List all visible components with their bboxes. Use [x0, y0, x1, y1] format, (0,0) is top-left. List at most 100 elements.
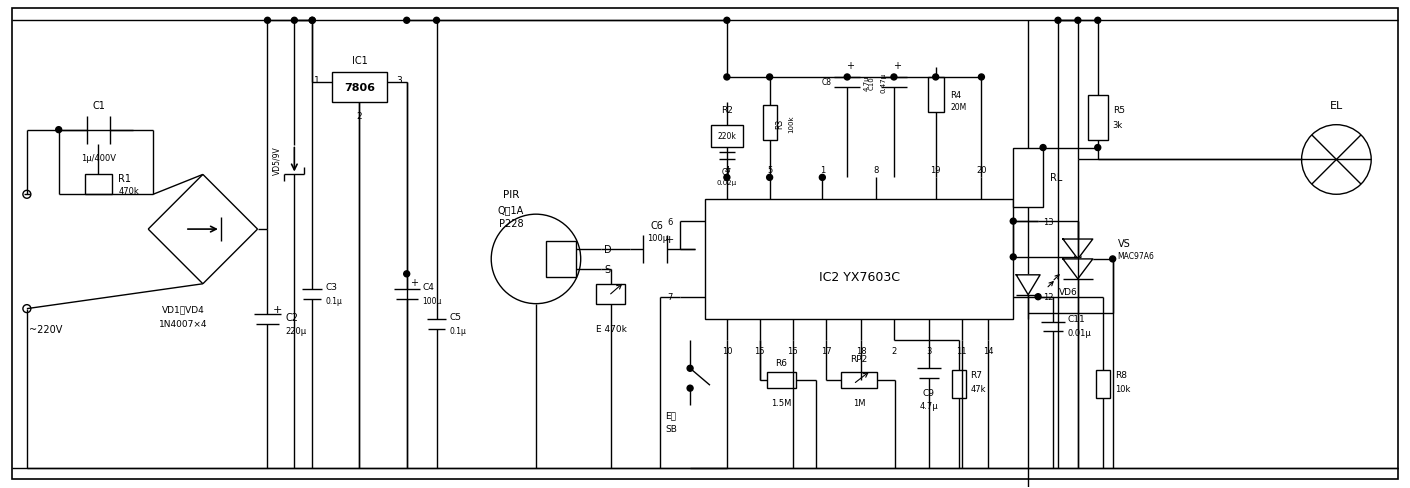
Bar	[763, 105, 777, 141]
Text: 4.7μ: 4.7μ	[919, 401, 938, 410]
Text: 20M: 20M	[950, 103, 967, 112]
Circle shape	[891, 75, 897, 81]
Text: VD6: VD6	[1059, 287, 1077, 297]
Text: 0.02μ: 0.02μ	[716, 180, 737, 186]
Circle shape	[723, 175, 730, 181]
Circle shape	[403, 271, 410, 277]
Text: 3: 3	[396, 76, 402, 85]
Bar	[928, 78, 943, 113]
Circle shape	[292, 18, 298, 24]
Text: 20: 20	[976, 165, 987, 175]
Text: 4.7μ: 4.7μ	[864, 75, 870, 91]
Text: E－: E－	[666, 411, 677, 420]
Circle shape	[1041, 145, 1046, 151]
Text: 1: 1	[314, 76, 320, 85]
Text: 14: 14	[983, 346, 994, 355]
Text: +: +	[664, 235, 674, 244]
Text: R7: R7	[970, 370, 983, 379]
Circle shape	[687, 386, 694, 391]
Circle shape	[767, 75, 773, 81]
Text: 3: 3	[926, 346, 932, 355]
Text: R6: R6	[776, 358, 788, 367]
Circle shape	[1074, 18, 1081, 24]
Text: 10k: 10k	[1115, 384, 1129, 393]
Text: 100k: 100k	[788, 115, 794, 132]
Bar	[1087, 96, 1108, 141]
Text: C6: C6	[651, 221, 664, 231]
Circle shape	[979, 75, 984, 81]
Text: C7: C7	[722, 167, 732, 177]
Bar	[842, 372, 877, 388]
Bar	[767, 372, 797, 388]
Text: E 470k: E 470k	[595, 325, 626, 333]
Text: R2: R2	[721, 106, 733, 115]
Text: +: +	[272, 304, 282, 314]
Circle shape	[767, 175, 773, 181]
Text: 11: 11	[956, 346, 967, 355]
Circle shape	[819, 175, 825, 181]
Bar	[1014, 148, 1043, 208]
Text: 1N4007×4: 1N4007×4	[159, 319, 207, 328]
Text: EL: EL	[1330, 101, 1342, 111]
Text: +: +	[410, 277, 417, 287]
Circle shape	[309, 18, 316, 24]
Text: VS: VS	[1118, 239, 1131, 248]
Text: 17: 17	[821, 346, 832, 355]
Text: C10: C10	[869, 76, 876, 90]
Text: R4: R4	[950, 91, 962, 100]
Text: 16: 16	[787, 346, 798, 355]
Circle shape	[1035, 294, 1041, 300]
Text: 10: 10	[722, 346, 732, 355]
Text: C3: C3	[326, 283, 337, 292]
Circle shape	[932, 75, 939, 81]
Bar	[705, 200, 1014, 319]
Text: 1μ/400V: 1μ/400V	[80, 154, 116, 163]
Text: 2: 2	[891, 346, 897, 355]
Text: 19: 19	[931, 165, 940, 175]
Text: 0.01μ: 0.01μ	[1067, 328, 1091, 337]
Text: 100μ: 100μ	[423, 297, 441, 305]
Text: R5: R5	[1112, 106, 1125, 115]
Text: 100μ: 100μ	[647, 233, 668, 242]
Text: 15: 15	[754, 346, 766, 355]
Text: 18: 18	[856, 346, 866, 355]
Circle shape	[1094, 145, 1101, 151]
Text: C5: C5	[450, 312, 461, 322]
Text: C8: C8	[821, 78, 832, 87]
Bar	[1096, 370, 1110, 398]
Circle shape	[309, 18, 316, 24]
Bar	[85, 175, 113, 195]
Text: Q－1A: Q－1A	[498, 205, 525, 215]
Text: VD5/9V: VD5/9V	[272, 146, 281, 175]
Text: P228: P228	[499, 219, 523, 229]
Circle shape	[845, 75, 850, 81]
Circle shape	[403, 18, 410, 24]
Polygon shape	[1063, 260, 1093, 279]
Text: 470k: 470k	[118, 186, 140, 195]
Circle shape	[1094, 18, 1101, 24]
Circle shape	[1110, 256, 1115, 263]
Text: 13: 13	[1043, 217, 1053, 226]
Text: 4: 4	[725, 165, 729, 175]
Text: RL: RL	[1050, 173, 1062, 183]
Text: 5: 5	[767, 165, 773, 175]
Circle shape	[56, 127, 62, 133]
Text: 6: 6	[667, 217, 673, 226]
Text: 1: 1	[819, 165, 825, 175]
Text: IC2 YX7603C: IC2 YX7603C	[819, 271, 900, 284]
Polygon shape	[1063, 240, 1093, 260]
Circle shape	[1055, 18, 1060, 24]
Text: R1: R1	[118, 174, 131, 184]
Circle shape	[1074, 254, 1081, 261]
Text: IC1: IC1	[351, 56, 368, 66]
Text: C1: C1	[92, 101, 104, 111]
Text: PIR: PIR	[503, 190, 519, 200]
Text: 12: 12	[1043, 293, 1053, 302]
Text: 2: 2	[357, 112, 362, 121]
Text: D: D	[603, 244, 612, 254]
Bar	[333, 73, 386, 102]
Text: 47k: 47k	[970, 384, 986, 393]
Bar	[546, 242, 575, 277]
Circle shape	[1010, 254, 1017, 261]
Text: RP2: RP2	[850, 354, 867, 363]
